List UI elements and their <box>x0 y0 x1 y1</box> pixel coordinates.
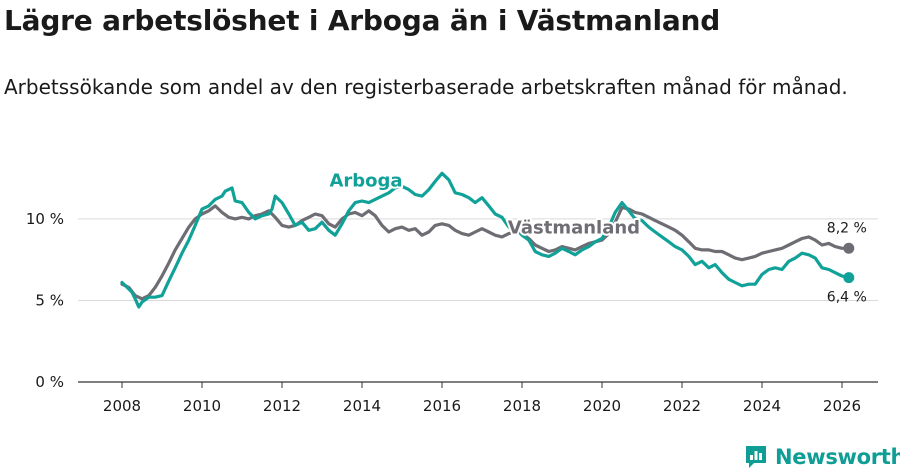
x-axis: 2008 2010 2012 2014 2016 2018 2020 2022 2024 2026 <box>78 381 878 415</box>
series-lines <box>120 171 855 309</box>
y-tick-label: 10 % <box>26 210 64 228</box>
end-point-vastmanland <box>843 242 855 254</box>
x-tick-label: 2026 <box>823 397 861 415</box>
series-label-vastmanland: Västmanland <box>508 218 640 239</box>
newsworthy-brand: Newsworthy <box>744 442 900 472</box>
y-axis-labels: 0 % 5 % 10 % <box>26 210 64 391</box>
x-tick-label: 2016 <box>423 397 461 415</box>
series-line-vastmanland <box>120 204 851 301</box>
x-tick-label: 2010 <box>183 397 221 415</box>
series-line-arboga <box>120 171 851 309</box>
x-tick-label: 2020 <box>583 397 621 415</box>
end-point-arboga <box>843 272 855 284</box>
series-label-arboga: Arboga <box>329 170 402 191</box>
y-tick-label: 5 % <box>35 291 64 309</box>
x-tick-label: 2012 <box>263 397 301 415</box>
brand-name: Newsworthy <box>775 445 900 469</box>
x-tick-label: 2008 <box>103 397 141 415</box>
end-label-vastmanland: 8,2 % <box>827 220 867 236</box>
page-subtitle: Arbetssökande som andel av den registerb… <box>4 75 848 99</box>
x-tick-label: 2018 <box>503 397 541 415</box>
y-tick-label: 0 % <box>35 373 64 391</box>
grid-lines <box>78 218 878 301</box>
page-title: Lägre arbetslöshet i Arboga än i Västman… <box>4 4 721 37</box>
end-label-arboga: 6,4 % <box>827 290 867 306</box>
x-tick-label: 2022 <box>663 397 701 415</box>
series-labels: 6,4 % 8,2 % Arboga Västmanland <box>327 168 867 306</box>
newsworthy-logo-icon <box>746 446 766 468</box>
x-tick-label: 2014 <box>343 397 381 415</box>
x-tick-label: 2024 <box>743 397 781 415</box>
